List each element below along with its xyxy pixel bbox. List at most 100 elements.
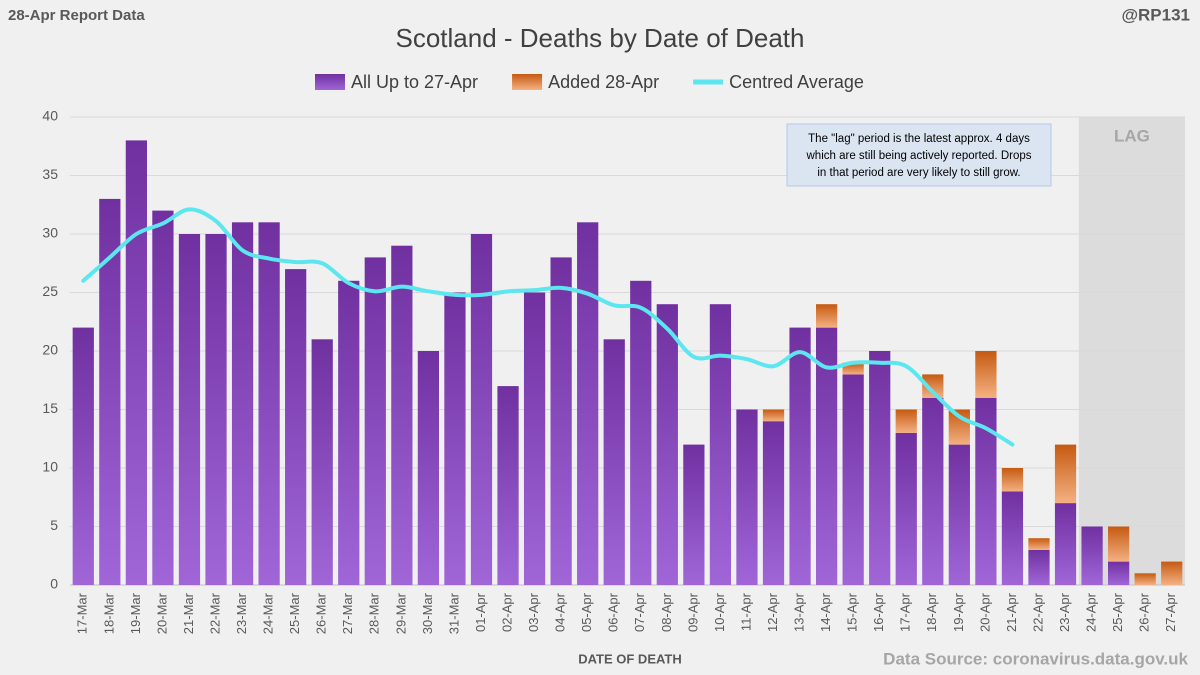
bar — [1161, 561, 1183, 585]
x-tick-label: 01-Apr — [473, 592, 488, 632]
bar — [975, 397, 997, 585]
bar — [1001, 468, 1024, 492]
x-tick-label: 24-Apr — [1084, 592, 1099, 632]
x-tick-label: 02-Apr — [499, 592, 514, 632]
x-tick-label: 13-Apr — [791, 592, 806, 632]
bar — [922, 374, 944, 398]
x-tick-label: 05-Apr — [579, 592, 594, 632]
bar — [99, 198, 121, 585]
bar — [656, 304, 678, 585]
x-tick-label: 21-Apr — [1004, 592, 1019, 632]
lag-label: LAG — [1114, 126, 1150, 145]
bar — [1081, 526, 1103, 585]
x-axis-label: DATE OF DEATH — [578, 651, 682, 666]
bar — [205, 234, 227, 585]
legend-label: All Up to 27-Apr — [351, 72, 478, 92]
legend-label: Added 28-Apr — [548, 72, 659, 92]
annotation-box — [786, 123, 1052, 187]
source: Data Source: coronavirus.data.gov.uk — [883, 649, 1188, 668]
bar — [444, 292, 466, 585]
y-tick-label: 40 — [42, 108, 58, 124]
y-tick-label: 0 — [50, 576, 58, 592]
x-tick-label: 20-Mar — [154, 592, 169, 634]
x-tick-label: 10-Apr — [712, 592, 727, 632]
x-tick-label: 30-Mar — [420, 592, 435, 634]
y-tick-label: 15 — [42, 400, 58, 416]
bar — [1028, 538, 1050, 550]
bar — [338, 280, 360, 585]
legend-item: Centred Average — [693, 72, 864, 92]
bar — [470, 234, 493, 585]
x-tick-label: 17-Mar — [75, 592, 90, 634]
x-tick-label: 19-Mar — [128, 592, 143, 634]
legend-swatch — [512, 74, 543, 90]
x-tick-label: 21-Mar — [181, 592, 196, 634]
bar — [577, 222, 599, 586]
x-tick-label: 26-Apr — [1137, 592, 1152, 632]
bar — [391, 245, 413, 585]
bar — [311, 339, 333, 585]
legend-label: Centred Average — [729, 72, 864, 92]
x-tick-label: 27-Mar — [340, 592, 355, 634]
corner-right: @RP131 — [1121, 5, 1190, 24]
bar — [1108, 526, 1130, 562]
annotation-text: The "lag" period is the latest approx. 4… — [808, 133, 1030, 145]
x-tick-label: 26-Mar — [314, 592, 329, 634]
x-tick-label: 22-Apr — [1030, 592, 1045, 632]
legend-item: All Up to 27-Apr — [315, 72, 478, 92]
bar — [285, 269, 307, 585]
x-tick-label: 25-Apr — [1110, 592, 1125, 632]
bar — [417, 351, 440, 585]
bar — [1108, 561, 1130, 585]
bar — [603, 339, 625, 585]
bar — [1001, 491, 1024, 585]
bar — [815, 304, 838, 328]
x-tick-label: 09-Apr — [685, 592, 700, 632]
bar — [842, 362, 864, 375]
x-tick-label: 08-Apr — [659, 592, 674, 632]
y-tick-label: 20 — [42, 342, 58, 358]
x-tick-label: 17-Apr — [898, 592, 913, 632]
x-tick-label: 16-Apr — [871, 592, 886, 632]
x-tick-label: 18-Mar — [101, 592, 116, 634]
x-tick-label: 28-Mar — [367, 592, 382, 634]
x-tick-label: 20-Apr — [977, 592, 992, 632]
x-tick-label: 29-Mar — [393, 592, 408, 634]
bar — [869, 351, 891, 585]
bar — [152, 210, 174, 585]
y-tick-label: 30 — [42, 225, 58, 241]
y-tick-label: 35 — [42, 166, 58, 182]
x-tick-label: 31-Mar — [446, 592, 461, 634]
x-tick-label: 18-Apr — [924, 592, 939, 632]
x-tick-label: 23-Mar — [234, 592, 249, 634]
bar — [762, 409, 785, 422]
bar — [922, 397, 944, 585]
bar — [1134, 573, 1156, 585]
chart-title: Scotland - Deaths by Date of Death — [395, 23, 804, 53]
bar — [1054, 503, 1077, 585]
y-tick-label: 25 — [42, 283, 58, 299]
x-tick-label: 07-Apr — [632, 592, 647, 632]
annotation-text: which are still being actively reported.… — [806, 150, 1032, 162]
x-tick-label: 22-Mar — [207, 592, 222, 634]
legend-swatch — [315, 74, 345, 90]
bar — [550, 257, 572, 585]
x-tick-label: 19-Apr — [951, 592, 966, 632]
x-tick-label: 15-Apr — [845, 592, 860, 632]
bar — [523, 292, 546, 585]
x-tick-label: 06-Apr — [606, 592, 621, 632]
legend-item: Added 28-Apr — [512, 72, 659, 92]
bar — [1028, 549, 1050, 585]
bar — [815, 327, 838, 585]
corner-left: 28-Apr Report Data — [8, 7, 145, 24]
x-tick-label: 11-Apr — [738, 592, 753, 631]
bar — [683, 444, 705, 585]
bar — [895, 432, 917, 585]
x-tick-label: 14-Apr — [818, 592, 833, 632]
bar — [975, 351, 997, 398]
x-tick-label: 12-Apr — [765, 592, 780, 632]
x-tick-label: 24-Mar — [261, 592, 276, 634]
bar — [497, 386, 519, 585]
bar — [125, 140, 147, 585]
annotation-text: in that period are very likely to still … — [817, 167, 1020, 179]
